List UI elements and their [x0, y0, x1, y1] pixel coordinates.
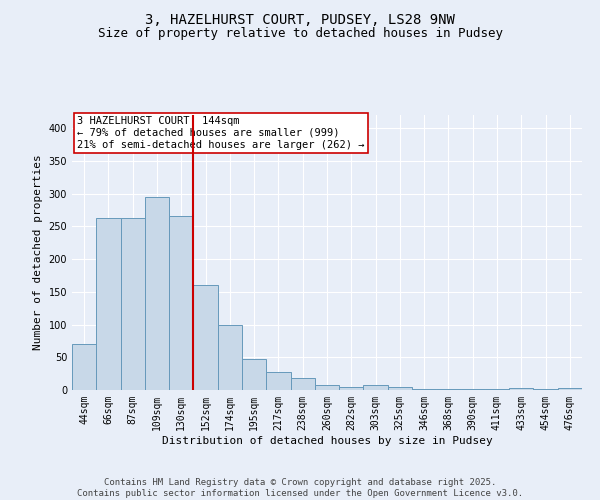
- Bar: [242, 358, 266, 390]
- Bar: [412, 388, 436, 390]
- Bar: [72, 344, 96, 390]
- Bar: [290, 378, 315, 390]
- Y-axis label: Number of detached properties: Number of detached properties: [33, 154, 43, 350]
- Bar: [121, 218, 145, 390]
- Text: Contains HM Land Registry data © Crown copyright and database right 2025.
Contai: Contains HM Land Registry data © Crown c…: [77, 478, 523, 498]
- Bar: [266, 372, 290, 390]
- Bar: [218, 324, 242, 390]
- Bar: [96, 218, 121, 390]
- Text: 3 HAZELHURST COURT: 144sqm
← 79% of detached houses are smaller (999)
21% of sem: 3 HAZELHURST COURT: 144sqm ← 79% of deta…: [77, 116, 365, 150]
- Text: 3, HAZELHURST COURT, PUDSEY, LS28 9NW: 3, HAZELHURST COURT, PUDSEY, LS28 9NW: [145, 12, 455, 26]
- Bar: [145, 197, 169, 390]
- X-axis label: Distribution of detached houses by size in Pudsey: Distribution of detached houses by size …: [161, 436, 493, 446]
- Bar: [558, 388, 582, 390]
- Bar: [364, 386, 388, 390]
- Bar: [388, 388, 412, 390]
- Bar: [169, 216, 193, 390]
- Bar: [193, 285, 218, 390]
- Bar: [533, 388, 558, 390]
- Bar: [315, 385, 339, 390]
- Bar: [509, 388, 533, 390]
- Text: Size of property relative to detached houses in Pudsey: Size of property relative to detached ho…: [97, 28, 503, 40]
- Bar: [436, 388, 461, 390]
- Bar: [339, 386, 364, 390]
